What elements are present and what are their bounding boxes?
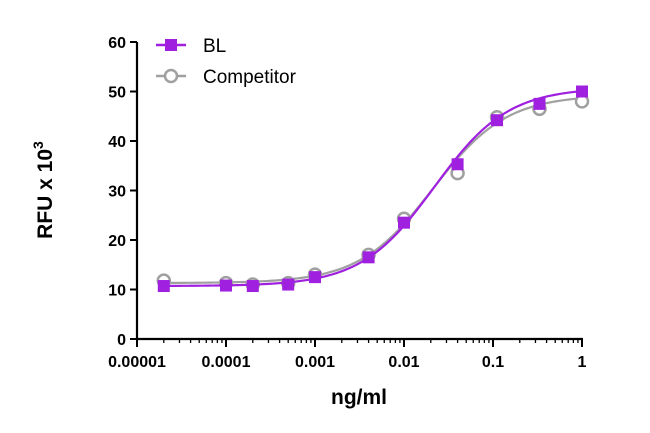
y-tick-label: 30 (108, 184, 126, 201)
data-point-bl (362, 251, 375, 264)
x-tick-label: 0.01 (388, 354, 419, 371)
x-tick-label: 0.001 (295, 354, 335, 371)
y-axis-title: RFU x 103 (30, 141, 57, 239)
y-axis-title-exponent: 3 (30, 141, 46, 149)
legend-marker-bl (165, 39, 177, 51)
data-point-bl (491, 114, 504, 127)
legend-label-competitor: Competitor (203, 67, 297, 88)
series-bl (157, 85, 588, 293)
x-tick-label: 0.1 (482, 354, 504, 371)
data-point-bl (576, 85, 588, 98)
y-axis-ticks: 0 10 20 30 40 50 60 (108, 35, 137, 349)
x-axis-title: ng/ml (331, 386, 387, 409)
x-tick-label: 1 (578, 354, 587, 371)
legend: BL Competitor (156, 36, 297, 88)
data-point-bl (309, 271, 321, 284)
y-tick-label: 50 (108, 85, 126, 102)
axes: 0 10 20 30 40 50 60 0.00001 0.0001 0.001 0.01 0.1 1 (108, 35, 586, 371)
data-point-bl (533, 97, 546, 110)
x-tick-label: 0.00001 (108, 354, 166, 371)
y-axis-title-main: RFU x 10 (34, 149, 57, 239)
y-tick-label: 40 (108, 134, 126, 151)
data-point-bl (398, 216, 410, 229)
y-tick-label: 0 (117, 332, 126, 349)
legend-marker-competitor (163, 68, 179, 84)
y-tick-label: 10 (108, 283, 126, 300)
data-point-bl (451, 158, 464, 171)
data-point-bl (157, 280, 170, 293)
legend-item-bl: BL (156, 36, 226, 57)
legend-item-competitor: Competitor (156, 67, 297, 88)
data-point-bl (220, 279, 232, 292)
data-point-bl (246, 280, 259, 293)
y-tick-label: 20 (108, 233, 126, 250)
data-point-bl (282, 278, 295, 291)
series-layer (156, 85, 590, 293)
y-tick-label: 60 (108, 35, 126, 52)
x-axis-ticks: 0.00001 0.0001 0.001 0.01 0.1 1 (108, 339, 587, 371)
legend-label-bl: BL (203, 36, 226, 57)
x-tick-label: 0.0001 (202, 354, 251, 371)
